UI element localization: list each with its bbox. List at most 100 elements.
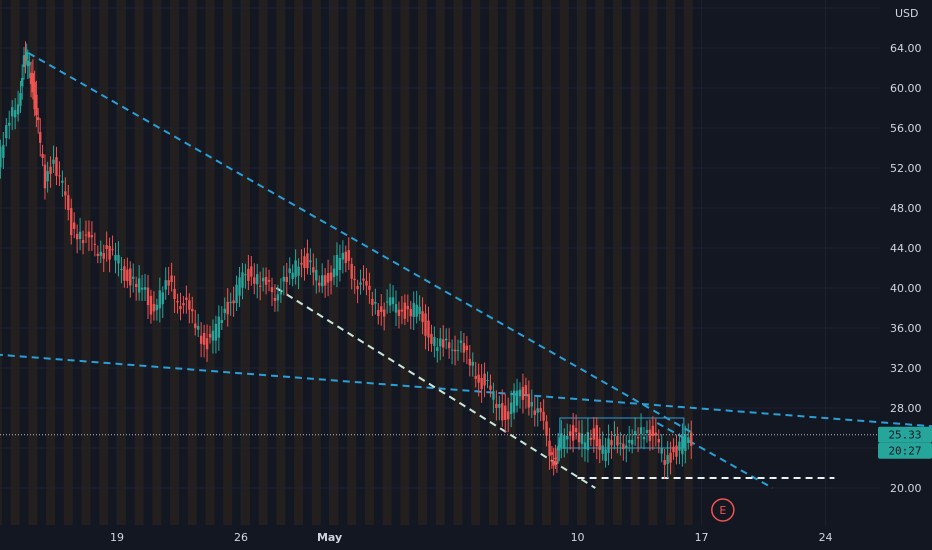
candle-body [235,284,238,303]
candle-body [120,268,123,271]
session-band [489,0,498,525]
candle-body [229,301,232,303]
candle-body [25,51,28,59]
candle-body [477,374,480,383]
candle-body [515,390,519,406]
candle-body [75,233,79,240]
candle-body [323,275,327,286]
candle-body [146,287,150,306]
session-band [170,0,179,525]
candle-body [41,154,44,158]
session-band [152,0,162,525]
candle-body [279,292,283,295]
candle-body [149,295,153,315]
session-band [630,0,640,525]
candle-body [356,285,359,290]
session-band [0,0,2,525]
session-band [241,0,250,525]
candle-body [554,457,557,460]
candle-body [397,309,401,316]
candle-body [326,273,330,283]
countdown-badge [878,442,932,459]
candle-body [173,288,176,300]
candle-body [185,297,188,301]
x-tick-label: 10 [571,531,585,544]
countdown-value: 20:27 [888,445,921,458]
candle-body [586,432,590,451]
candle-body [223,308,226,313]
candle-body [619,442,622,444]
candle-body [52,159,55,164]
candle-body [270,287,274,293]
candle-body [87,231,91,238]
candle-body [474,375,477,379]
candle-body [126,269,129,282]
candle-body [690,432,693,446]
candle-body [654,432,658,436]
candle-body [123,266,126,281]
currency-label[interactable]: USD [895,7,919,20]
candle-body [318,282,321,286]
candle-body [114,254,117,261]
candle-body [132,276,135,279]
candle-body [530,402,534,407]
y-tick-label: 40.00 [890,282,922,295]
candle-body [663,460,666,465]
candle-body [10,107,14,117]
last-price-badge [878,426,932,443]
candle-body [158,290,162,309]
candle-body [555,461,559,464]
candle-body [465,345,469,351]
candle-body [16,104,20,115]
session-band [28,0,38,525]
candle-body [161,292,164,305]
candle-body [568,431,572,436]
candle-body [35,94,38,116]
candle-body [421,311,424,323]
candle-body [633,431,637,436]
candle-body [687,437,690,443]
earnings-label: E [719,504,726,517]
candle-body [542,411,545,421]
candle-body [533,410,536,416]
candle-body [102,253,105,259]
candle-body [291,272,294,279]
candle-body [256,274,259,285]
candle-body [439,338,442,347]
candle-body [244,274,247,276]
candle-body [81,240,85,244]
candle-body [589,437,593,440]
candle-body [385,301,389,303]
candle-body [371,298,374,305]
candle-body [285,276,288,283]
candle-body [309,260,312,263]
candle-body [548,440,551,456]
candle-body [391,297,395,304]
candle-body [22,55,26,67]
y-tick-label: 28.00 [890,402,922,415]
candle-body [297,266,300,276]
candle-body [501,403,504,421]
candle-body [642,437,646,440]
session-band [134,0,144,525]
candle-body [84,234,88,236]
session-band [648,0,658,525]
earnings-icon [711,498,735,522]
candle-body [450,349,454,351]
session-band [187,0,197,525]
session-band [382,0,392,525]
candle-body [651,425,655,436]
candle-body [598,438,601,451]
candle-body [46,171,49,182]
candle-body [625,445,628,449]
session-band [524,0,534,525]
candle-body [49,166,52,174]
candle-body [211,330,215,341]
candle-body [273,297,277,301]
candle-body [560,433,563,448]
candle-body [350,263,353,279]
candle-body [442,339,445,348]
candle-body [368,285,371,290]
candle-body [226,301,229,315]
